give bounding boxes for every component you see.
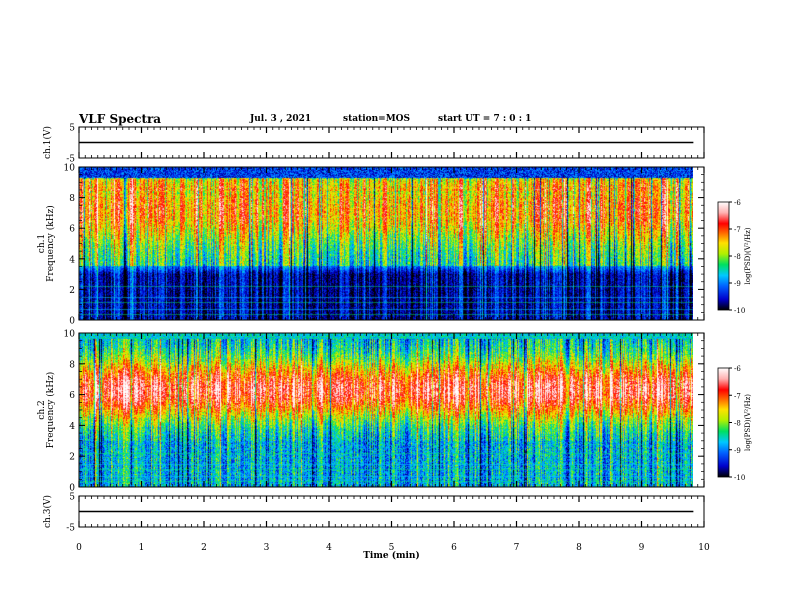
x-tick-label: 3 [264,543,270,553]
colorbar-label: log(PSD)(V²/Hz) [744,394,752,451]
x-tick-label: 5 [389,543,395,553]
chart-title: VLF Spectra [79,112,162,126]
y-tick-label: 2 [69,453,75,463]
colorbar-tick-label: -6 [734,199,741,207]
colorbar-tick-label: -7 [734,392,741,400]
x-tick-label: 9 [639,543,645,553]
y-tick-label: 4 [69,255,75,265]
y-tick-label: -5 [66,155,75,165]
y-tick-label: 5 [69,124,75,134]
station-label: station=MOS [343,114,411,124]
y-tick-label: 2 [69,286,75,296]
colorbar-tick-label: -9 [734,447,741,455]
y-tick-label: 8 [69,360,75,370]
x-tick-label: 1 [139,543,145,553]
spectrogram-1 [79,167,693,320]
colorbar-tick-label: -8 [734,420,741,428]
y-tick-label: 5 [69,493,75,503]
x-tick-label: 8 [576,543,582,553]
colorbar-label: log(PSD)(V²/Hz) [744,227,752,284]
x-tick-label: 6 [451,543,457,553]
colorbar-tick-label: -8 [734,253,741,261]
spectrogram-images [79,167,693,487]
y-tick-label: 0 [69,317,75,327]
x-tick-label: 4 [326,543,332,553]
y-axis-label: ch.3(V) [42,495,53,528]
y-tick-label: 6 [69,225,75,235]
y-axis-label: ch.2 [37,400,47,419]
y-tick-label: -5 [66,524,75,534]
x-axis-label: Time (min) [363,550,420,561]
colorbar-1 [717,201,730,311]
colorbar-tick-label: -10 [734,307,745,315]
y-axis-label: ch.1 [37,234,47,253]
colorbar-tick-label: -10 [734,474,745,482]
y-axis-label: Frequency (kHz) [45,372,56,449]
y-tick-label: 4 [69,422,75,432]
y-tick-label: 8 [69,194,75,204]
y-axis-label: ch.1(V) [42,126,53,159]
y-tick-label: 0 [69,484,75,494]
x-tick-label: 0 [76,543,82,553]
x-tick-label: 2 [201,543,207,553]
colorbar-2 [717,367,730,478]
date-label: Jul. 3 , 2021 [250,114,312,124]
x-tick-label: 7 [514,543,520,553]
y-tick-label: 6 [69,391,75,401]
y-tick-label: 10 [64,164,76,174]
y-tick-label: 10 [64,330,76,340]
colorbar-tick-label: -9 [734,280,741,288]
x-tick-label: 10 [698,543,710,553]
y-axis-label: Frequency (kHz) [45,205,56,282]
spectrogram-2 [79,333,693,487]
colorbar-tick-label: -7 [734,226,741,234]
start-time-label: start UT = 7 : 0 : 1 [438,114,532,124]
colorbar-tick-label: -6 [734,365,741,373]
